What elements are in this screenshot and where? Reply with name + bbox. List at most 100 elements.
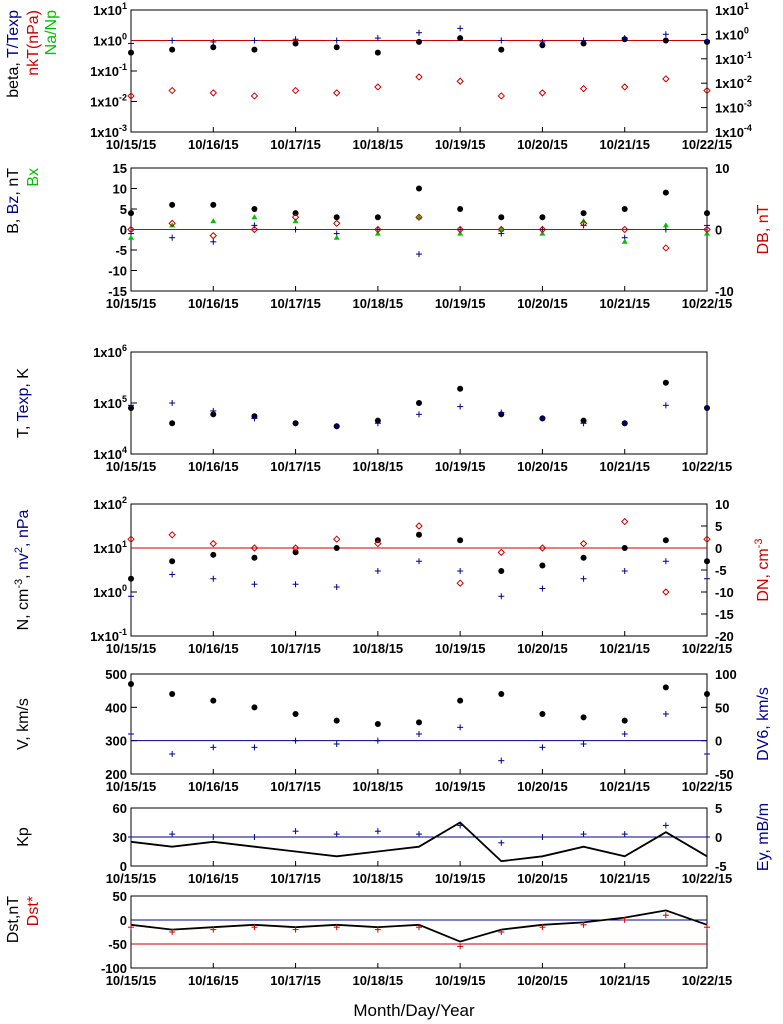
data-point-bfield-3 (497, 225, 505, 234)
data-point-speed-1 (374, 737, 381, 744)
data-point-speed-1 (210, 744, 217, 751)
data-point-speed-0 (128, 681, 134, 687)
data-point-temp-0 (169, 420, 176, 427)
data-point-kp-1 (498, 839, 505, 846)
data-point-density-0 (292, 549, 299, 556)
data-point-dst-1 (333, 924, 340, 931)
data-point-bfield-0 (580, 210, 587, 217)
data-point-density-1 (498, 593, 505, 600)
date-tick-label: 10/17/15 (270, 641, 321, 656)
data-point-speed-1 (128, 731, 134, 737)
data-point-speed-1 (333, 741, 340, 747)
date-tick-label: 10/17/15 (270, 973, 321, 988)
date-tick-label: 10/21/15 (599, 296, 650, 311)
left-tick-label-density-base: 1x10 (93, 585, 122, 600)
data-point-bfield-3 (291, 213, 300, 221)
data-point-density-1 (621, 568, 628, 575)
left-tick-label-temp-exp: 6 (122, 343, 127, 353)
data-point-density-2 (579, 539, 588, 548)
date-tick-label: 10/17/15 (270, 871, 321, 886)
date-tick-label: 10/16/15 (188, 137, 239, 152)
right-tick-label-beta: 1x10-3 (715, 99, 752, 116)
data-point-dst-1 (621, 917, 628, 923)
data-point-beta-0 (169, 46, 176, 53)
date-tick-label: 10/19/15 (435, 871, 486, 886)
right-tick-label-beta-base: 1x10 (715, 27, 744, 42)
data-point-dst-1 (662, 912, 669, 919)
data-point-density-1 (662, 558, 669, 565)
data-point-temp-0 (210, 411, 217, 418)
data-point-kp-1 (580, 831, 587, 838)
left-tick-label-beta-base: 1x10 (90, 125, 119, 140)
date-tick-label: 10/20/15 (517, 296, 568, 311)
y-axis-label-speed: V, km/s (15, 698, 32, 750)
date-tick-label: 10/15/15 (106, 137, 157, 152)
left-tick-label-density-exp: -1 (119, 627, 127, 637)
right-tick-label-kp: 5 (715, 801, 722, 816)
data-point-density-1 (457, 568, 464, 575)
left-tick-label-beta-exp: -3 (119, 123, 127, 133)
data-point-density-0 (580, 554, 587, 561)
data-point-speed-0 (621, 717, 628, 724)
data-point-temp-0 (457, 385, 464, 392)
data-point-kp-1 (374, 828, 381, 835)
data-point-temp-1 (580, 420, 587, 427)
data-point-bfield-3 (127, 225, 135, 234)
data-point-beta-2 (250, 92, 259, 100)
data-point-bfield-0 (498, 214, 505, 221)
left-tick-label-bfield: -5 (115, 243, 127, 258)
y-axis-label-beta: beta, T/Texp (5, 10, 22, 98)
y2-axis-label-density-part: DN, cm (755, 548, 772, 601)
date-tick-label: 10/17/15 (270, 459, 321, 474)
data-point-beta-2 (333, 89, 341, 97)
data-point-density-0 (333, 545, 340, 551)
right-tick-label-beta-base: 1x10 (715, 3, 744, 18)
data-point-beta-0 (416, 38, 422, 45)
data-point-bfield-1 (704, 222, 710, 229)
left-tick-label-dst: 50 (113, 889, 127, 904)
date-tick-label: 10/18/15 (353, 779, 404, 794)
data-point-dst-1 (292, 926, 299, 933)
date-tick-label: 10/15/15 (106, 779, 157, 794)
date-tick-label: 10/18/15 (353, 641, 404, 656)
data-point-bfield-1 (169, 234, 176, 241)
left-tick-label-density-exp: 2 (122, 495, 127, 505)
right-tick-label-speed: -50 (715, 767, 734, 782)
data-point-beta-1 (210, 38, 217, 45)
data-point-temp-1 (621, 420, 628, 427)
y2-axis-label-kp: Ey, mB/m (755, 803, 772, 871)
y-axis-label-kp-part: Kp (15, 827, 32, 847)
data-point-beta-1 (580, 37, 587, 44)
data-point-beta-2 (374, 83, 382, 91)
y-axis-label2-dst-part: Dst* (25, 896, 42, 926)
data-point-temp-1 (704, 404, 710, 411)
right-tick-label-bfield: 10 (715, 161, 729, 176)
data-point-dst-1 (580, 921, 587, 928)
data-point-bfield-3 (456, 225, 464, 234)
data-point-temp-1 (374, 420, 381, 427)
left-tick-label-beta: 1x10-1 (90, 62, 127, 79)
date-tick-label: 10/21/15 (599, 871, 650, 886)
panel-frames (130, 9, 708, 969)
data-point-dst-1 (374, 926, 381, 933)
date-tick-label: 10/19/15 (435, 973, 486, 988)
series-line-kp-0 (130, 821, 708, 863)
y-axis-label2-beta: nkT(nPa) (25, 10, 42, 76)
right-tick-label-kp: 0 (715, 830, 722, 845)
data-point-density-0 (169, 558, 176, 565)
y2-axis-label-density: DN, cm-3 (753, 538, 772, 601)
data-point-dst-1 (210, 926, 217, 933)
left-tick-label-dst: -100 (101, 961, 127, 976)
left-tick-label-dst: -50 (108, 937, 127, 952)
data-point-bfield-3 (621, 225, 629, 234)
data-point-bfield-3 (415, 213, 423, 221)
data-point-kp-1 (621, 831, 628, 838)
date-tick-label: 10/22/15 (682, 973, 733, 988)
data-point-beta-2 (291, 86, 300, 95)
right-tick-label-beta-exp: -4 (744, 123, 752, 133)
data-point-temp-1 (292, 420, 299, 427)
data-point-bfield-1 (210, 238, 217, 245)
data-point-speed-0 (251, 704, 258, 711)
data-point-beta-0 (662, 37, 669, 44)
data-point-beta-1 (251, 37, 258, 44)
